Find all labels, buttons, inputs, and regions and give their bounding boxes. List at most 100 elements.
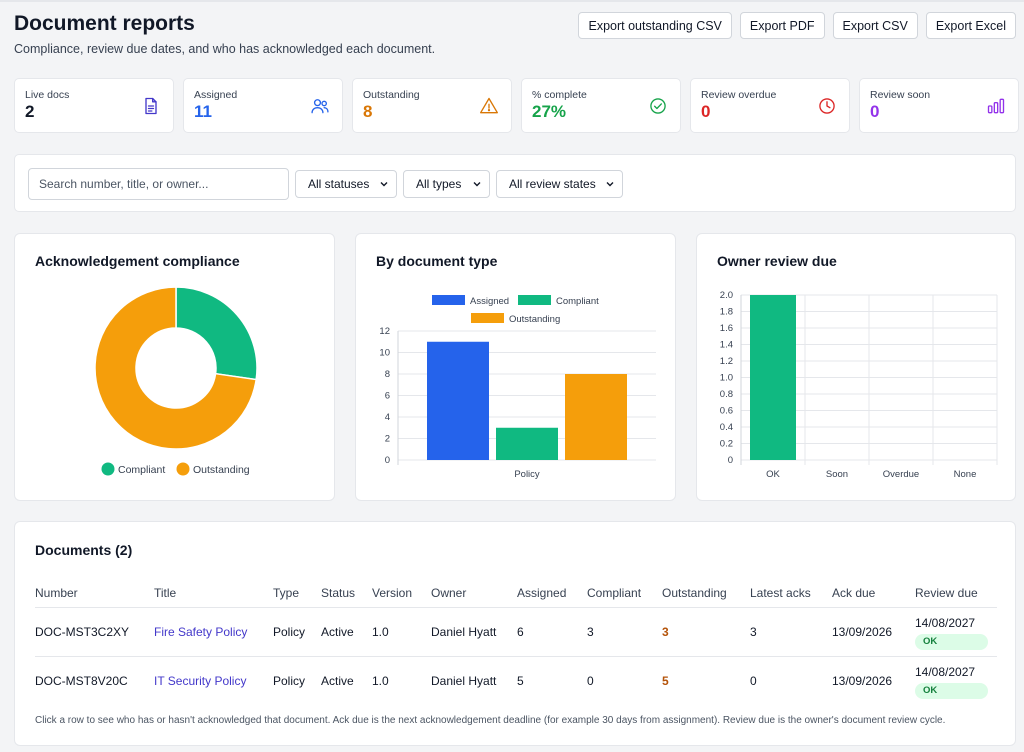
cell-number: DOC-MST3C2XY [35,607,154,657]
cell-review-due: 14/08/2027 [915,664,976,679]
stat-value: 2 [25,102,35,121]
column-header[interactable]: Type [273,580,321,608]
cell-latest-acks: 3 [750,607,832,657]
donut-slice-outstanding [94,286,258,450]
table-row[interactable]: DOC-MST3C2XY Fire Safety Policy Policy A… [35,607,997,657]
legend-swatch [471,313,504,323]
cell-compliant: 0 [587,673,594,688]
table-row[interactable]: DOC-MST8V20C IT Security Policy Policy A… [35,656,997,705]
review-filter-value: All review states [509,177,596,191]
table-footnote: Click a row to see who has or hasn't ack… [35,715,946,726]
cell-status: Active [321,673,354,688]
type-filter-value: All types [416,177,462,191]
documents-table: Number Title Type Status Version Owner A… [35,580,997,705]
stat-label: Outstanding [363,89,420,101]
column-header[interactable]: Title [154,580,273,608]
review-filter-select[interactable]: All review states [496,170,623,198]
document-title-link[interactable]: Fire Safety Policy [154,624,248,639]
column-header[interactable]: Owner [431,580,517,608]
export-csv-button[interactable]: Export CSV [832,12,918,39]
column-header[interactable]: Latest acks [750,580,832,608]
type-filter-select[interactable]: All types [403,170,490,198]
column-header[interactable]: Ack due [832,580,915,608]
y-tick-label: 0.6 [720,406,733,417]
stat-label: % complete [532,89,587,101]
cell-ack-due: 13/09/2026 [832,607,915,657]
cell-outstanding: 3 [662,624,669,639]
document-type-chart-card: 0 2 4 6 8 10 12 Policy Assigned Compliant Outstand… [355,233,676,501]
y-tick-label: 8 [385,369,390,380]
bar-compliant [496,427,558,460]
y-tick-label: 2.0 [720,290,733,301]
stat-card-review-overdue: Review overdue 0 [690,78,850,133]
document-type-bar-chart: 0 2 4 6 8 10 12 Policy Assigned Compliant Outstand… [379,295,656,480]
stat-label: Live docs [25,89,70,101]
x-tick-label: Policy [514,469,540,480]
stat-label: Assigned [194,89,238,101]
users-icon [311,99,329,114]
column-header[interactable]: Outstanding [662,580,750,608]
documents-panel: Documents (2) Number Title Type Status V… [14,521,1016,746]
cell-review-due: 14/08/2027 [915,615,976,630]
stat-value: 0 [701,102,711,121]
cell-compliant: 3 [587,607,662,657]
legend-swatch [101,462,115,476]
legend-label: Compliant [118,464,165,476]
legend-label: Outstanding [193,464,250,476]
export-pdf-button[interactable]: Export PDF [739,12,825,39]
page-title: Document reports [14,12,195,35]
cell-latest-acks: 0 [750,673,757,688]
column-header[interactable]: Status [321,580,372,608]
clock-icon [819,98,835,114]
y-tick-label: 1.6 [720,323,733,334]
export-excel-button[interactable]: Export Excel [925,12,1016,39]
stat-card-review-soon: Review soon 0 [859,78,1019,133]
check-circle-icon [650,98,666,114]
status-filter-select[interactable]: All statuses [295,170,397,198]
cell-owner: Daniel Hyatt [431,607,517,657]
cell-assigned: 6 [517,607,587,657]
stat-card-percent-complete: % complete 27% [521,78,681,133]
search-input[interactable] [28,168,289,200]
column-header[interactable]: Assigned [517,580,587,608]
status-filter-value: All statuses [308,177,370,191]
table-header-row: Number Title Type Status Version Owner A… [35,580,997,608]
y-tick-label: 1.0 [720,373,733,384]
y-tick-label: 0.4 [720,422,733,433]
stats-row: Live docs 2 Assigned 11 Outstanding 8 % … [14,78,1019,133]
stat-value: 0 [870,102,880,121]
y-tick-label: 2 [385,434,390,445]
owner-review-chart-title: Owner review due [717,253,837,269]
chevron-down-icon [606,182,614,187]
bar-ok [750,295,796,460]
column-header[interactable]: Compliant [587,580,662,608]
y-tick-label: 10 [379,348,390,359]
export-outstanding-csv-button[interactable]: Export outstanding CSV [578,12,732,39]
x-tick-label: None [954,469,977,480]
document-type-chart-title: By document type [376,253,498,269]
owner-review-bar-chart: 0 0.2 0.4 0.6 0.8 1.0 1.2 1.4 1.6 1.8 2.0 OK Soon Ove… [720,290,998,480]
x-tick-label: Overdue [883,469,919,480]
page-subtitle: Compliance, review due dates, and who ha… [14,42,436,56]
donut-slice-compliant [175,286,258,381]
y-tick-label: 1.2 [720,356,733,367]
column-header[interactable]: Review due [915,580,997,608]
stat-label: Review soon [870,89,931,101]
legend-swatch [518,295,551,305]
document-title-link[interactable]: IT Security Policy [154,673,247,688]
y-tick-label: 1.4 [720,340,733,351]
column-header[interactable]: Version [372,580,431,608]
legend-swatch [432,295,465,305]
cell-type: Policy [273,673,306,688]
cell-owner: Daniel Hyatt [431,673,497,688]
document-icon [145,97,157,115]
legend-label: Outstanding [509,314,560,325]
stat-card-outstanding: Outstanding 8 [352,78,512,133]
bar-chart-icon [987,98,1005,114]
cell-version: 1.0 [372,673,389,688]
column-header[interactable]: Number [35,580,154,608]
cell-outstanding: 5 [662,673,669,688]
cell-status: Active [321,607,372,657]
legend-swatch [176,462,190,476]
review-status-badge: OK [915,633,988,650]
